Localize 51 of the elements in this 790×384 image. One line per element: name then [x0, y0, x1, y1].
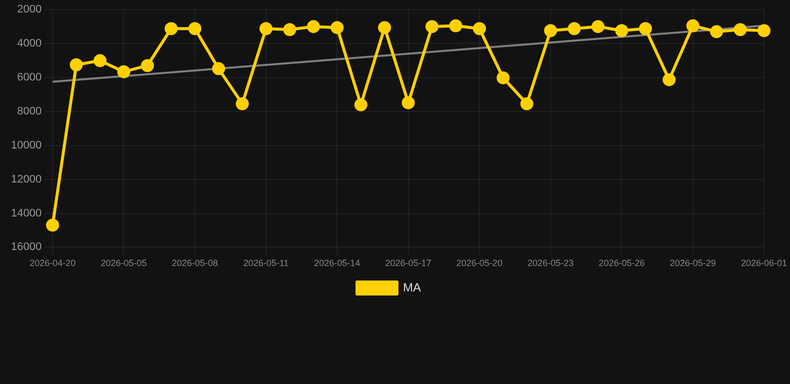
x-tick-label: 2026-05-11 — [243, 258, 289, 268]
point — [354, 98, 368, 112]
point — [615, 24, 628, 38]
x-tick-label: 2026-05-29 — [670, 258, 716, 268]
point — [591, 20, 604, 34]
y-tick-label: 2000 — [17, 4, 42, 16]
x-tick-label: 2026-05-23 — [528, 258, 574, 268]
point — [140, 59, 154, 72]
x-tick-label: 2026-05-08 — [172, 258, 218, 268]
y-tick-label: 6000 — [17, 72, 42, 84]
point — [544, 24, 558, 38]
point — [520, 97, 534, 110]
point — [283, 23, 296, 36]
legend-label: MA — [403, 280, 421, 294]
y-tick-label: 10000 — [10, 139, 42, 152]
point — [757, 24, 770, 38]
x-tick-label: 2026-05-05 — [100, 258, 147, 268]
point — [710, 25, 724, 38]
point — [70, 58, 83, 72]
point — [260, 22, 273, 36]
x-tick-label: 2026-05-17 — [385, 258, 432, 268]
point — [46, 218, 60, 232]
point — [236, 97, 249, 110]
y-tick-label: 14000 — [10, 207, 42, 220]
x-tick-label: 2026-05-14 — [314, 258, 360, 268]
point — [212, 62, 226, 76]
point — [426, 20, 438, 34]
point — [472, 22, 486, 36]
point — [94, 54, 107, 68]
y-tick-label: 8000 — [17, 105, 42, 118]
x-tick-label: 2026-06-01 — [740, 258, 788, 268]
point — [449, 19, 462, 32]
point — [188, 22, 202, 36]
y-tick-label: 12000 — [10, 173, 42, 186]
x-tick-label: 2026-04-20 — [30, 258, 76, 268]
point — [117, 65, 130, 78]
point — [378, 21, 392, 34]
point — [638, 22, 652, 36]
point — [496, 71, 510, 84]
point — [330, 21, 344, 34]
point — [686, 19, 700, 32]
y-tick-label: 16000 — [10, 241, 42, 254]
x-tick-label: 2026-05-20 — [456, 258, 502, 268]
x-tick-label: 2026-05-26 — [598, 258, 645, 268]
point — [734, 23, 747, 36]
point — [662, 73, 676, 86]
point — [306, 20, 320, 34]
y-tick-label: 4000 — [17, 38, 42, 50]
point — [164, 22, 178, 36]
point — [568, 22, 581, 36]
point — [402, 96, 415, 110]
